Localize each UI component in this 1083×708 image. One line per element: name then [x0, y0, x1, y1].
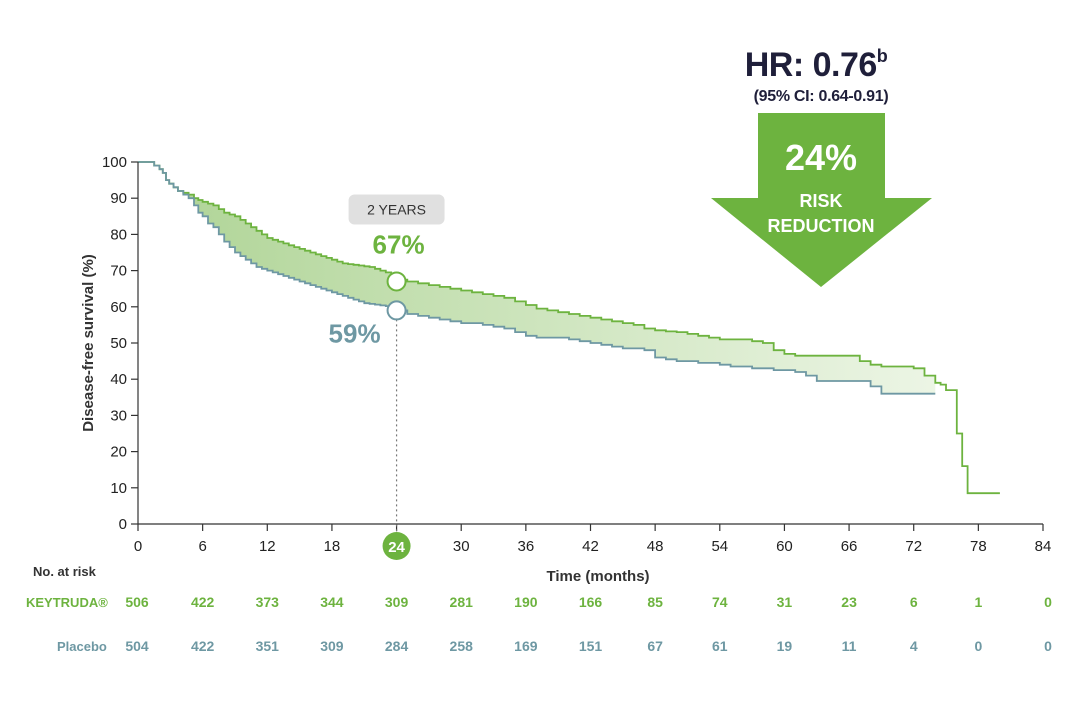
x-tick-label: 36	[518, 538, 535, 555]
hazard-ratio-superscript: b	[877, 46, 888, 66]
x-tick-label: 12	[259, 538, 276, 555]
risk-value: 6	[910, 594, 918, 610]
x-tick-label: 18	[324, 538, 341, 555]
risk-value: 281	[450, 594, 474, 610]
y-axis-title: Disease-free survival (%)	[80, 254, 97, 432]
risk-value: 422	[191, 638, 215, 654]
placebo-landmark-label: 59%	[329, 318, 381, 348]
keytruda-survival-curve	[138, 161, 1000, 495]
survival-difference-fill	[138, 162, 936, 394]
risk-value: 1	[974, 594, 982, 610]
y-tick-label: 0	[119, 516, 127, 533]
risk-value: 169	[514, 638, 538, 654]
y-tick-label: 20	[110, 444, 127, 461]
risk-reduction-label-line2: REDUCTION	[768, 216, 875, 236]
x-tick-label: 24	[388, 539, 405, 556]
risk-value: 61	[712, 638, 728, 654]
x-tick-label: 54	[711, 538, 728, 555]
risk-reduction-value: 24%	[785, 137, 857, 178]
x-tick-label: 66	[841, 538, 858, 555]
risk-table: No. at risk KEYTRUDA® 506 422 373 344 309 281 1…	[26, 564, 1052, 654]
y-tick-label: 60	[110, 299, 127, 316]
risk-value: 151	[579, 638, 603, 654]
x-tick-label: 42	[582, 538, 599, 555]
highlight-tick-marker	[382, 532, 411, 560]
risk-value: 11	[842, 638, 857, 654]
risk-value: 166	[579, 594, 603, 610]
risk-value: 344	[320, 594, 344, 610]
hazard-ratio-callout: HR: 0.76b (95% CI: 0.64-0.91) 24% RISK R…	[711, 46, 932, 287]
risk-value: 284	[385, 638, 409, 654]
y-tick-label: 40	[110, 371, 127, 388]
risk-reduction-label-line1: RISK	[799, 191, 842, 211]
y-tick-label: 70	[110, 263, 127, 280]
risk-reduction-arrow	[711, 113, 932, 287]
landmark-tag-background	[348, 194, 445, 225]
risk-value: 0	[1044, 638, 1052, 654]
placebo-landmark-point	[386, 300, 407, 321]
risk-value: 0	[1044, 594, 1052, 610]
risk-value: 504	[125, 638, 149, 654]
placebo-survival-curve	[138, 161, 936, 395]
risk-row-label: Placebo	[57, 639, 107, 654]
y-tick-label: 50	[110, 335, 127, 352]
risk-value: 67	[647, 638, 663, 654]
difference-area	[138, 162, 936, 394]
x-tick-label: 0	[134, 538, 142, 555]
risk-value: 19	[777, 638, 793, 654]
y-tick-label: 10	[110, 480, 127, 497]
x-tick-label: 6	[198, 538, 206, 555]
risk-value: 23	[841, 594, 857, 610]
x-tick-label: 78	[970, 538, 987, 555]
risk-row-label: KEYTRUDA®	[26, 595, 108, 610]
risk-value: 506	[125, 594, 149, 610]
risk-value: 74	[712, 594, 728, 610]
risk-value: 422	[191, 594, 215, 610]
keytruda-landmark-label: 67%	[373, 229, 425, 259]
hazard-ratio-text: HR: 0.76b	[745, 46, 888, 84]
x-axis-title: Time (months)	[546, 568, 649, 585]
risk-value: 85	[647, 594, 663, 610]
y-tick-label: 80	[110, 226, 127, 243]
y-tick-label: 90	[110, 190, 127, 207]
risk-value: 309	[385, 594, 409, 610]
risk-value: 0	[974, 638, 982, 654]
risk-value: 351	[256, 638, 280, 654]
risk-value: 373	[256, 594, 280, 610]
x-tick-label: 84	[1035, 538, 1052, 555]
confidence-interval-text: (95% CI: 0.64-0.91)	[754, 88, 889, 105]
x-axis: 0 6 12 18 24 30 36 42 48 54 60 66 72 78 84 Time (month…	[134, 523, 1052, 585]
risk-value: 31	[777, 594, 793, 610]
y-tick-label: 30	[110, 407, 127, 424]
x-tick-label: 72	[905, 538, 922, 555]
keytruda-landmark-point	[386, 271, 407, 292]
two-year-landmark: 2 YEARS 67% 59%	[329, 194, 445, 532]
landmark-tag: 2 YEARS	[367, 201, 426, 217]
y-axis: 0 10 20 30 40 50 60 70 80 90 100 Disease-free surv…	[80, 154, 139, 533]
risk-value: 4	[910, 638, 918, 654]
x-tick-label: 30	[453, 538, 470, 555]
risk-value: 190	[514, 594, 538, 610]
risk-value: 258	[450, 638, 474, 654]
y-tick-label: 100	[102, 154, 127, 171]
risk-table-heading: No. at risk	[33, 564, 97, 579]
x-tick-label: 60	[776, 538, 793, 555]
risk-value: 309	[320, 638, 344, 654]
x-tick-label: 48	[647, 538, 664, 555]
